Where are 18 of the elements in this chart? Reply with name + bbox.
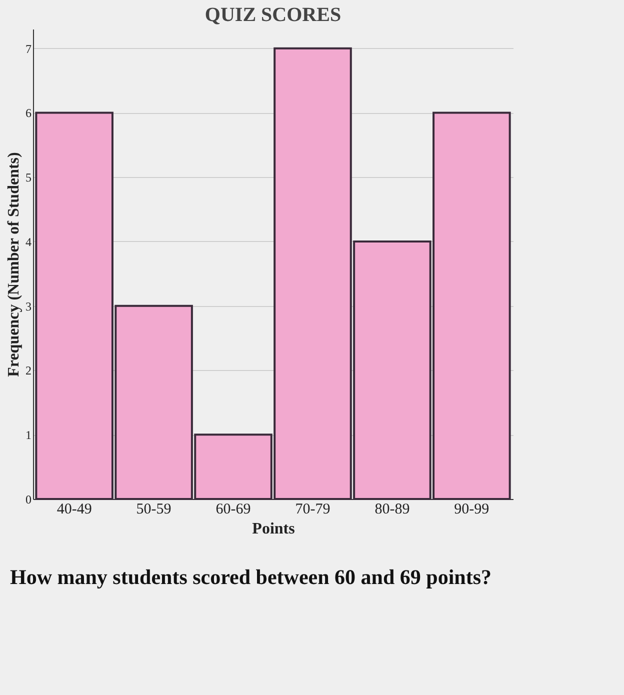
y-tick-label: 4 (26, 234, 32, 249)
y-tick-label: 3 (26, 299, 32, 314)
chart-title: QUIZ SCORES (204, 4, 342, 26)
x-tick-label: 50-59 (136, 502, 172, 518)
x-tick-label: 90-99 (454, 502, 490, 518)
x-tick-label: 70-79 (295, 502, 330, 518)
y-tick-label: 2 (26, 364, 32, 378)
x-tick-label: 40-49 (56, 502, 92, 518)
text: How many students scored between 60 and 69 points? (9, 564, 492, 591)
y-axis-title: Frequency (Number of Students) (6, 152, 22, 377)
y-tick-label: 7 (26, 42, 32, 56)
y-tick-label: 6 (26, 106, 32, 120)
y-tick-label: 1 (26, 428, 32, 442)
x-tick-label: 80-89 (374, 502, 410, 518)
x-tick-label: 60-69 (216, 502, 251, 518)
y-tick-label: 0 (26, 492, 32, 506)
x-axis-title: Points (252, 520, 295, 538)
y-tick-label: 5 (26, 170, 32, 185)
